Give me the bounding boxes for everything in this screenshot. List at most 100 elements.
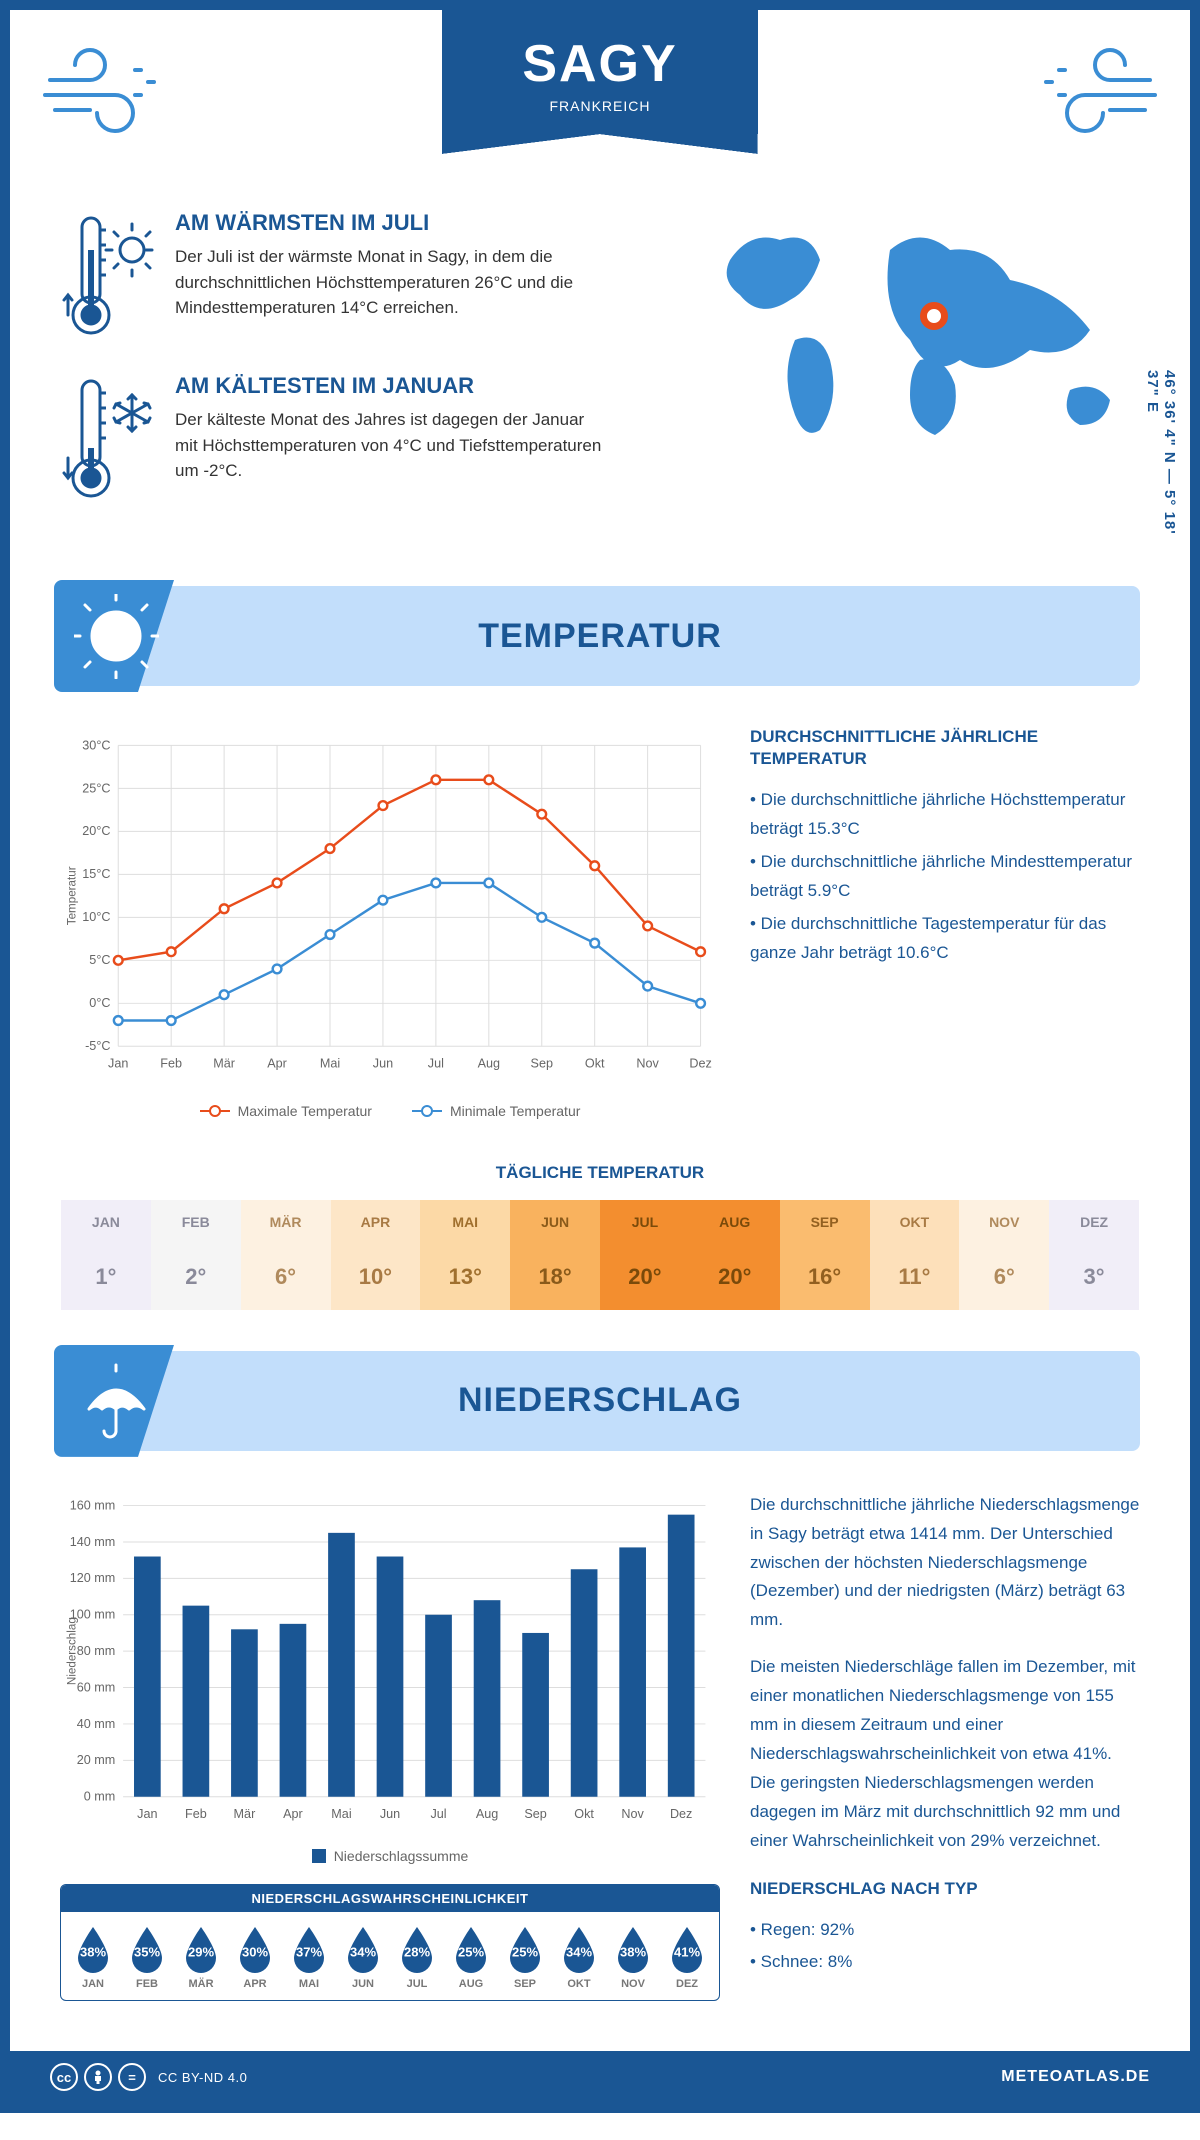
- svg-text:10°C: 10°C: [82, 910, 110, 924]
- svg-text:Dez: Dez: [670, 1807, 692, 1821]
- wind-icon: [40, 40, 170, 140]
- location-marker-icon: [920, 302, 948, 330]
- svg-text:Sep: Sep: [531, 1057, 553, 1071]
- precip-type-line: • Regen: 92%: [750, 1916, 1140, 1945]
- drop-cell: 34%OKT: [553, 1924, 605, 1990]
- svg-text:Apr: Apr: [267, 1057, 287, 1071]
- svg-text:Mär: Mär: [234, 1807, 256, 1821]
- precip-section-header: NIEDERSCHLAG: [60, 1351, 1140, 1451]
- svg-text:Okt: Okt: [585, 1057, 605, 1071]
- temp-value: 3°: [1049, 1244, 1139, 1310]
- drop-cell: 38%NOV: [607, 1924, 659, 1990]
- temperature-title: TEMPERATUR: [60, 617, 1140, 656]
- fact-line: • Die durchschnittliche jährliche Höchst…: [750, 786, 1140, 844]
- svg-text:Jul: Jul: [428, 1057, 444, 1071]
- svg-text:Nov: Nov: [621, 1807, 644, 1821]
- svg-text:-5°C: -5°C: [85, 1039, 110, 1053]
- facts-title: DURCHSCHNITTLICHE JÄHRLICHE TEMPERATUR: [750, 726, 1140, 770]
- precip-probability-panel: NIEDERSCHLAGSWAHRSCHEINLICHKEIT 38%JAN35…: [60, 1884, 720, 2001]
- temp-value: 20°: [690, 1244, 780, 1310]
- thermometer-cold-icon: [60, 373, 155, 508]
- by-icon: [84, 2063, 112, 2091]
- drop-cell: 41%DEZ: [661, 1924, 713, 1990]
- svg-text:25°C: 25°C: [82, 781, 110, 795]
- svg-text:140 mm: 140 mm: [70, 1535, 116, 1549]
- svg-text:Okt: Okt: [574, 1807, 594, 1821]
- temp-month: JUL: [600, 1200, 690, 1244]
- svg-text:Feb: Feb: [185, 1807, 207, 1821]
- svg-text:Apr: Apr: [283, 1807, 303, 1821]
- temp-value: 2°: [151, 1244, 241, 1310]
- temperature-facts: DURCHSCHNITTLICHE JÄHRLICHE TEMPERATUR •…: [750, 726, 1140, 1119]
- drop-cell: 37%MAI: [283, 1924, 335, 1990]
- drop-cell: 28%JUL: [391, 1924, 443, 1990]
- temp-month: DEZ: [1049, 1200, 1139, 1244]
- sun-icon: [74, 594, 159, 684]
- svg-text:Mär: Mär: [213, 1057, 235, 1071]
- svg-text:Mai: Mai: [331, 1807, 351, 1821]
- temperature-section-header: TEMPERATUR: [60, 586, 1140, 686]
- drop-cell: 25%AUG: [445, 1924, 497, 1990]
- coldest-title: AM KÄLTESTEN IM JANUAR: [175, 373, 605, 399]
- title-banner: SAGY FRANKREICH: [442, 10, 757, 134]
- drop-cell: 30%APR: [229, 1924, 281, 1990]
- page-title: SAGY: [522, 34, 677, 94]
- coldest-text: Der kälteste Monat des Jahres ist dagege…: [175, 407, 605, 484]
- site-name: METEOATLAS.DE: [1001, 2068, 1150, 2086]
- svg-text:15°C: 15°C: [82, 867, 110, 881]
- warmest-block: AM WÄRMSTEN IM JULI Der Juli ist der wär…: [60, 210, 660, 345]
- svg-text:Niederschlag: Niederschlag: [66, 1617, 79, 1685]
- wind-icon: [1030, 40, 1160, 140]
- temp-month: AUG: [690, 1200, 780, 1244]
- temp-month: FEB: [151, 1200, 241, 1244]
- header: SAGY FRANKREICH: [10, 10, 1190, 190]
- precip-facts: Die durchschnittliche jährliche Niedersc…: [750, 1491, 1140, 2001]
- precip-p1: Die durchschnittliche jährliche Niedersc…: [750, 1491, 1140, 1635]
- drop-cell: 35%FEB: [121, 1924, 173, 1990]
- page-subtitle: FRANKREICH: [522, 98, 677, 114]
- temp-value: 18°: [510, 1244, 600, 1310]
- umbrella-icon: [74, 1359, 159, 1449]
- license-block: cc = CC BY-ND 4.0: [50, 2063, 247, 2091]
- svg-text:Dez: Dez: [689, 1057, 711, 1071]
- warmest-text: Der Juli ist der wärmste Monat in Sagy, …: [175, 244, 605, 321]
- temp-value: 1°: [61, 1244, 151, 1310]
- svg-text:0°C: 0°C: [89, 996, 110, 1010]
- temperature-chart: -5°C0°C5°C10°C15°C20°C25°C30°CJanFebMärA…: [60, 726, 720, 1119]
- temp-value: 10°: [331, 1244, 421, 1310]
- footer: cc = CC BY-ND 4.0 METEOATLAS.DE: [10, 2051, 1190, 2103]
- svg-text:Aug: Aug: [476, 1807, 498, 1821]
- svg-text:20°C: 20°C: [82, 824, 110, 838]
- drop-cell: 38%JAN: [67, 1924, 119, 1990]
- cc-icon: cc: [50, 2063, 78, 2091]
- temp-value: 20°: [600, 1244, 690, 1310]
- temp-month: MAI: [420, 1200, 510, 1244]
- coordinates: 46° 36' 4" N — 5° 18' 37" E: [1144, 370, 1178, 566]
- svg-text:Temperatur: Temperatur: [66, 866, 79, 925]
- precip-chart: 0 mm20 mm40 mm60 mm80 mm100 mm120 mm140 …: [60, 1491, 720, 2001]
- drop-cell: 25%SEP: [499, 1924, 551, 1990]
- warmest-title: AM WÄRMSTEN IM JULI: [175, 210, 605, 236]
- svg-text:40 mm: 40 mm: [77, 1717, 116, 1731]
- daily-temp-table: JAN1°FEB2°MÄR6°APR10°MAI13°JUN18°JUL20°A…: [60, 1199, 1140, 1311]
- svg-text:60 mm: 60 mm: [77, 1680, 116, 1694]
- svg-text:Feb: Feb: [160, 1057, 182, 1071]
- legend-item: Niederschlagssumme: [312, 1848, 469, 1864]
- temp-value: 16°: [780, 1244, 870, 1310]
- temp-value: 6°: [959, 1244, 1049, 1310]
- svg-text:80 mm: 80 mm: [77, 1644, 116, 1658]
- temp-value: 13°: [420, 1244, 510, 1310]
- temp-month: NOV: [959, 1200, 1049, 1244]
- precip-title: NIEDERSCHLAG: [60, 1381, 1140, 1420]
- temp-value: 6°: [241, 1244, 331, 1310]
- precip-prob-title: NIEDERSCHLAGSWAHRSCHEINLICHKEIT: [61, 1885, 719, 1912]
- temp-month: JUN: [510, 1200, 600, 1244]
- temp-month: MÄR: [241, 1200, 331, 1244]
- svg-text:Jan: Jan: [108, 1057, 128, 1071]
- fact-line: • Die durchschnittliche Tagestemperatur …: [750, 910, 1140, 968]
- temp-month: JAN: [61, 1200, 151, 1244]
- world-map: [700, 210, 1140, 536]
- coldest-block: AM KÄLTESTEN IM JANUAR Der kälteste Mona…: [60, 373, 660, 508]
- svg-text:Mai: Mai: [320, 1057, 340, 1071]
- precip-p2: Die meisten Niederschläge fallen im Deze…: [750, 1653, 1140, 1855]
